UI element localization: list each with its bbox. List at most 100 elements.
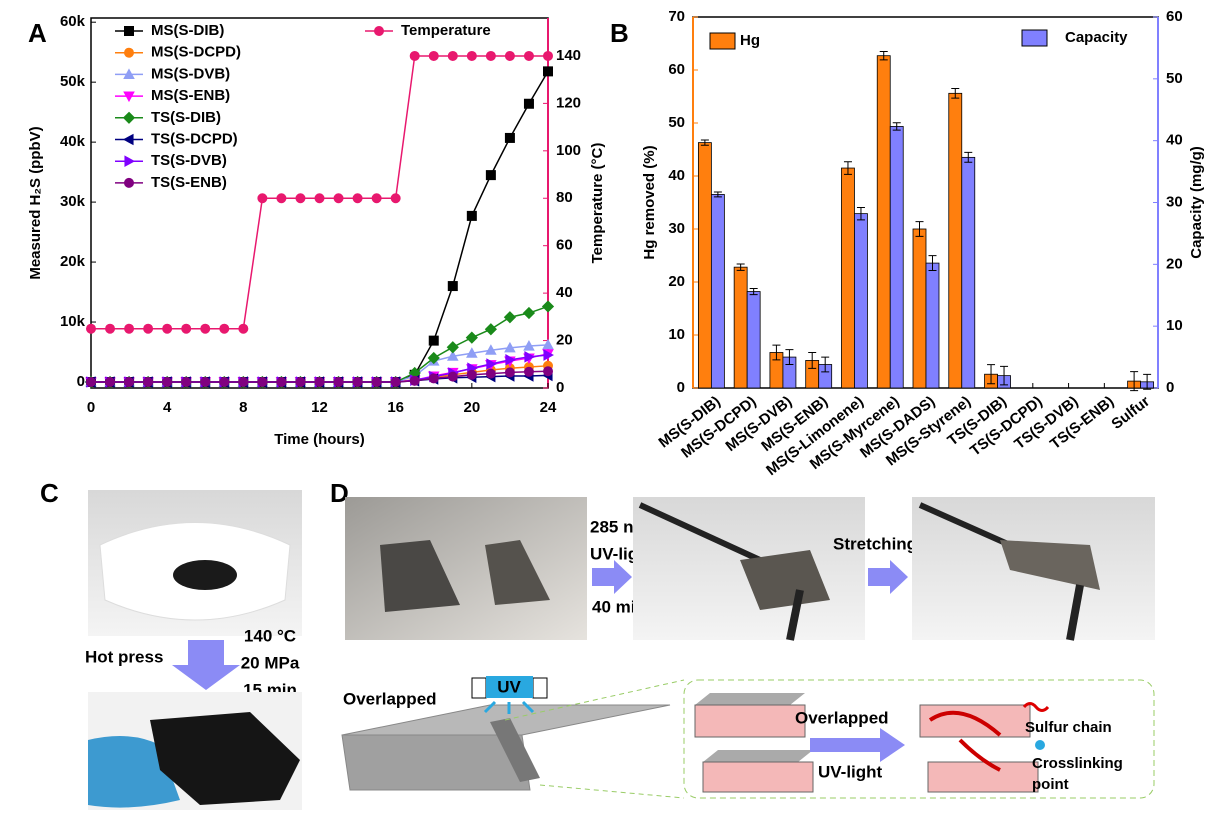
marker [257,193,268,204]
marker [486,358,497,370]
error-bar [749,287,758,296]
marker [219,323,230,334]
error-bar [700,139,709,146]
legend-text: Hg [740,32,760,49]
marker [238,323,249,334]
y2-tick-label: 140 [556,47,581,64]
marker [485,344,497,355]
arrow [810,728,905,762]
bar [697,142,712,389]
y2-tick-label: 30 [1166,193,1183,210]
y-axis-title: Hg removed (%) [641,145,658,259]
condition: 20 MPa [241,653,300,672]
legend-text: MS(S-ENB) [151,87,230,104]
marker [428,335,439,346]
marker [543,50,553,61]
marker [143,323,154,334]
bar [746,291,761,389]
bar [889,126,904,389]
y-tick-label: 40 [668,167,685,184]
lamp [471,677,487,699]
arrow [592,560,632,594]
y2-tick-label: 0 [1166,379,1174,396]
marker [390,377,401,388]
zoom-line [504,679,685,799]
overlap [490,718,540,782]
x-tick-label: 0 [87,399,95,416]
marker [124,47,134,58]
legend-text: point [1032,776,1069,793]
marker [504,341,516,353]
y-tick-label: 50 [668,114,685,131]
error-bar [1130,371,1139,392]
marker [352,193,363,204]
y-tick-label: 0 [77,373,85,390]
y-tick-label: 10k [60,313,86,330]
marker [295,193,306,204]
marker [124,155,135,167]
marker [523,98,534,109]
marker [352,377,363,388]
legend-text: Temperature [401,22,491,39]
legend-swatch [1021,29,1048,47]
marker [466,369,477,380]
marker [543,366,553,377]
error-bar [736,263,745,271]
marker [200,323,211,334]
marker [143,377,154,388]
y2-tick-label: 120 [556,94,581,111]
marker [162,377,173,388]
condition: 140 °C [244,626,296,645]
marker [276,193,287,204]
marker [541,300,555,313]
marker [543,66,553,77]
y2-tick-label: 20 [1166,255,1183,272]
marker [543,349,554,361]
y-tick-label: 40k [60,133,86,150]
bar [854,213,868,389]
marker [447,371,458,382]
inset [683,679,1155,799]
arrow [172,640,240,690]
marker [86,377,96,388]
marker [123,68,135,79]
panel-letter: A [28,18,47,48]
marker [522,306,536,320]
marker [371,377,382,388]
marker [124,177,134,188]
legend-text: MS(S-DIB) [151,22,224,39]
y-tick-label: 0 [677,379,685,396]
marker [371,193,382,204]
marker [124,26,134,36]
sample [1000,540,1100,590]
error-bar [856,206,865,221]
marker [485,368,496,379]
marker [374,26,384,36]
x-tick-label: 12 [311,399,328,416]
y2-tick-label: 10 [1166,317,1183,334]
marker [504,50,515,61]
uv-box [486,676,533,698]
marker [390,193,401,204]
marker [123,133,134,146]
tweezer [786,589,804,641]
error-bar [1000,365,1009,386]
marker [124,377,135,388]
marker [238,377,249,388]
lamp [532,677,548,699]
marker [276,377,287,388]
y2-tick-label: 50 [1166,70,1183,87]
x-tick-label: Sulfur [1108,393,1153,433]
sample [740,550,830,610]
legend-text: Capacity [1065,29,1128,46]
marker [505,354,516,366]
legend-text: MS(S-DVB) [151,65,230,82]
marker [333,377,344,388]
marker [523,366,534,377]
inset-blocks [694,693,1039,793]
marker [447,50,458,61]
x-tick-label: 24 [540,399,557,416]
error-bar [808,351,817,369]
marker [465,331,478,344]
panel-c: C Hot press 140 °C 20 MPa 15 min [40,478,302,810]
